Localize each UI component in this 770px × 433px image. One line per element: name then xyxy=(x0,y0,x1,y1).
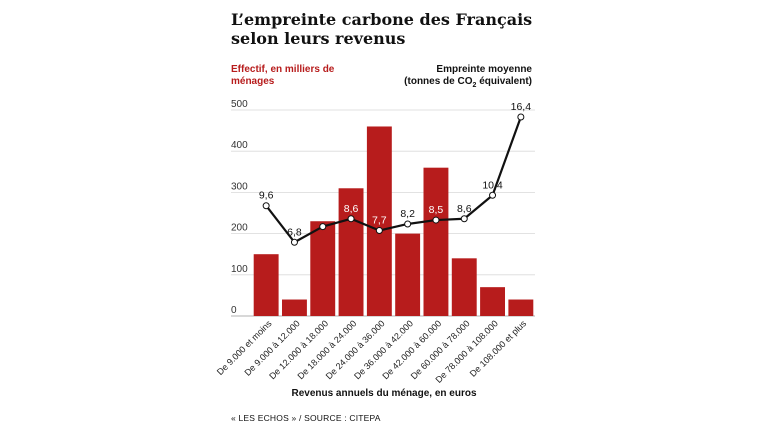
line-point-9 xyxy=(489,191,497,199)
y-tick-label-500: 500 xyxy=(231,99,248,110)
line-label-4: 8,6 xyxy=(344,203,359,215)
y-tick-label-400: 400 xyxy=(231,140,248,151)
y-tick-label-0: 0 xyxy=(231,305,237,316)
y-tick-label-100: 100 xyxy=(231,264,248,275)
line-point-5 xyxy=(375,227,383,235)
line-label-1: 9,6 xyxy=(259,190,274,202)
bar-10 xyxy=(508,299,534,316)
right-axis-title-line2b: équivalent) xyxy=(476,76,532,87)
line-label-5: 7,7 xyxy=(372,215,387,227)
bar-7 xyxy=(423,167,449,316)
chart-title: L’empreinte carbone des Français selon l… xyxy=(231,10,533,48)
right-axis-title: Empreinte moyenne (tonnes de CO2 équival… xyxy=(404,64,532,92)
bar-3 xyxy=(310,221,336,316)
line-point-4 xyxy=(347,215,355,223)
line-label-9: 10,4 xyxy=(482,179,503,191)
bar-9 xyxy=(480,287,506,316)
bar-1 xyxy=(253,254,279,316)
right-axis-title-sub: 2 xyxy=(472,82,477,89)
line-point-8 xyxy=(460,215,468,223)
source-note: « LES ECHOS » / SOURCE : CITEPA xyxy=(231,413,381,423)
line-label-3: 8 xyxy=(320,211,326,223)
bar-6 xyxy=(395,233,421,316)
right-axis-title-line1: Empreinte moyenne xyxy=(436,64,532,75)
line-point-2 xyxy=(290,238,298,246)
line-label-7: 8,5 xyxy=(429,204,444,216)
line-point-1 xyxy=(262,202,270,210)
y-tick-label-300: 300 xyxy=(231,181,248,192)
line-point-7 xyxy=(432,216,440,224)
line-point-10 xyxy=(517,113,525,121)
bar-4 xyxy=(338,188,364,316)
line-label-8: 8,6 xyxy=(457,203,472,215)
line-label-10: 16,4 xyxy=(511,101,532,113)
line-label-6: 8,2 xyxy=(400,208,415,220)
y-tick-label-200: 200 xyxy=(231,223,248,234)
line-label-2: 6,8 xyxy=(287,226,302,238)
line-point-3 xyxy=(319,223,327,231)
line-series xyxy=(265,116,522,244)
right-axis-title-line2a: (tonnes de CO xyxy=(404,76,473,87)
bar-5 xyxy=(366,126,392,316)
left-axis-title: Effectif, en milliers de ménages xyxy=(231,64,335,87)
x-axis-title: Revenus annuels du ménage, en euros xyxy=(291,388,477,399)
line-point-6 xyxy=(404,220,412,228)
bar-8 xyxy=(451,258,477,316)
bar-2 xyxy=(281,299,307,316)
